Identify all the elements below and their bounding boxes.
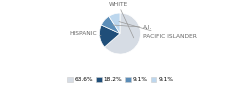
Wedge shape	[105, 13, 140, 54]
Wedge shape	[109, 13, 120, 34]
Wedge shape	[101, 16, 120, 34]
Text: WHITE: WHITE	[109, 2, 134, 38]
Text: PACIFIC ISLANDER: PACIFIC ISLANDER	[119, 22, 196, 38]
Legend: 63.6%, 18.2%, 9.1%, 9.1%: 63.6%, 18.2%, 9.1%, 9.1%	[64, 74, 176, 84]
Wedge shape	[100, 25, 120, 47]
Text: HISPANIC: HISPANIC	[69, 31, 101, 36]
Text: A.I.: A.I.	[113, 25, 152, 30]
